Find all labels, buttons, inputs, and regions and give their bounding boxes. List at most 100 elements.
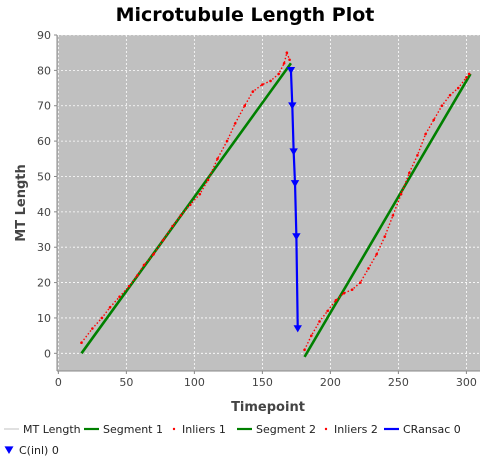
- data-point-inliers-1: [251, 90, 255, 93]
- data-point-inliers-1: [216, 157, 219, 161]
- marker-c-inl-0: [290, 180, 300, 188]
- legend: MT Length Segment 1 Inliers 1 Segment 2 Inli…: [4, 423, 461, 457]
- x-tick-label: 150: [252, 376, 273, 389]
- x-tick-label: 300: [456, 376, 477, 389]
- data-point-inliers-2: [456, 86, 460, 90]
- data-point-inliers-1: [171, 224, 174, 228]
- data-point-inliers-1: [135, 274, 139, 277]
- legend-label: Segment 1: [103, 423, 163, 436]
- data-point-inliers-1: [277, 72, 281, 76]
- legend-label: CRansac 0: [403, 423, 461, 436]
- x-tick-label: 100: [184, 376, 205, 389]
- data-point-inliers-1: [261, 83, 264, 86]
- data-point-inliers-1: [188, 203, 192, 207]
- legend-item-mt-length: MT Length: [4, 423, 81, 436]
- legend-item-segment-2: Segment 2: [237, 423, 316, 436]
- data-point-inliers-1: [225, 139, 229, 143]
- legend-swatch: [172, 427, 176, 431]
- data-point-inliers-2: [303, 348, 306, 352]
- data-point-inliers-1: [108, 306, 112, 309]
- marker-c-inl-0: [288, 102, 297, 110]
- y-tick-label: 30: [37, 241, 51, 254]
- data-point-inliers-1: [142, 263, 146, 267]
- chart-title: Microtubule Length Plot: [116, 4, 375, 26]
- y-tick-label: 80: [37, 64, 51, 77]
- legend-item-inliers-1: Inliers 1: [172, 423, 226, 436]
- data-point-inliers-1: [91, 327, 94, 330]
- data-point-inliers-1: [285, 51, 289, 54]
- legend-label: Inliers 2: [334, 423, 378, 436]
- data-point-inliers-1: [80, 341, 83, 345]
- data-point-inliers-2: [326, 309, 329, 313]
- data-point-inliers-1: [198, 192, 202, 196]
- y-axis-label: MT Length: [14, 164, 29, 241]
- series-line-mt-length: [57, 232, 81, 344]
- marker-c-inl-0: [293, 325, 302, 333]
- data-point-inliers-1: [152, 252, 155, 256]
- data-point-inliers-2: [367, 267, 370, 270]
- data-point-inliers-2: [424, 132, 427, 136]
- data-point-inliers-2: [350, 288, 354, 291]
- data-point-inliers-2: [448, 93, 452, 97]
- legend-label: MT Length: [23, 423, 81, 436]
- data-point-inliers-1: [243, 104, 246, 108]
- data-point-inliers-2: [407, 171, 411, 175]
- legend-item-cransac-0: CRansac 0: [384, 423, 461, 436]
- data-point-inliers-2: [334, 298, 338, 302]
- y-tick-label: 40: [37, 206, 51, 219]
- x-axis-ticks: 0 50 100 150 200 250 300: [55, 371, 477, 389]
- data-point-inliers-2: [310, 334, 313, 337]
- data-point-inliers-1: [179, 214, 183, 217]
- plot-area: [57, 35, 480, 371]
- x-tick-label: 250: [388, 376, 409, 389]
- marker-c-inl-0: [292, 233, 301, 241]
- data-point-inliers-1: [206, 178, 210, 182]
- data-point-inliers-1: [269, 79, 272, 83]
- marker-c-inl-0: [289, 148, 298, 156]
- series-layer: [57, 50, 472, 358]
- data-point-inliers-2: [467, 72, 471, 76]
- legend-label: C(inl) 0: [19, 444, 59, 457]
- series-line-segment-1: [80, 62, 292, 355]
- y-tick-label: 90: [37, 29, 51, 42]
- data-point-inliers-2: [359, 281, 362, 284]
- data-point-inliers-1: [100, 316, 104, 320]
- series-line-segment-2: [303, 73, 472, 358]
- data-point-inliers-2: [391, 214, 395, 217]
- y-tick-label: 50: [37, 170, 51, 183]
- y-tick-label: 60: [37, 135, 51, 148]
- marker-c-inl-0: [286, 67, 296, 75]
- y-tick-label: 20: [37, 277, 51, 290]
- data-point-inliers-2: [375, 252, 378, 256]
- x-tick-label: 50: [119, 376, 133, 389]
- series-dotted-inliers-1: [80, 50, 291, 344]
- legend-item-inliers-2: Inliers 2: [324, 423, 378, 436]
- y-tick-label: 0: [44, 347, 51, 360]
- x-axis-label: Timepoint: [231, 400, 305, 415]
- y-axis-ticks: 0 10 20 30 40 50 60 70 80 90: [37, 29, 57, 360]
- series-dotted-inliers-2: [303, 73, 470, 351]
- data-point-inliers-2: [342, 291, 346, 295]
- y-tick-label: 70: [37, 100, 51, 113]
- legend-item-segment-1: Segment 1: [84, 423, 163, 436]
- series-line-cransac-0: [289, 70, 299, 329]
- data-point-inliers-1: [161, 238, 165, 242]
- legend-item-c-inl-0: C(inl) 0: [4, 444, 59, 457]
- data-point-inliers-2: [318, 320, 321, 323]
- x-tick-label: 0: [55, 376, 62, 389]
- data-point-inliers-2: [416, 153, 419, 157]
- data-point-inliers-2: [399, 192, 403, 196]
- data-point-inliers-2: [465, 76, 468, 79]
- data-point-inliers-1: [282, 61, 286, 65]
- data-point-inliers-1: [118, 295, 121, 299]
- x-tick-label: 200: [320, 376, 341, 389]
- y-tick-label: 10: [37, 312, 51, 325]
- data-point-inliers-1: [233, 122, 237, 125]
- data-point-inliers-2: [383, 235, 387, 238]
- legend-swatch: [4, 446, 14, 455]
- data-point-inliers-1: [127, 284, 131, 288]
- data-point-inliers-1: [288, 58, 291, 62]
- legend-label: Inliers 1: [182, 423, 226, 436]
- legend-swatch: [324, 427, 328, 431]
